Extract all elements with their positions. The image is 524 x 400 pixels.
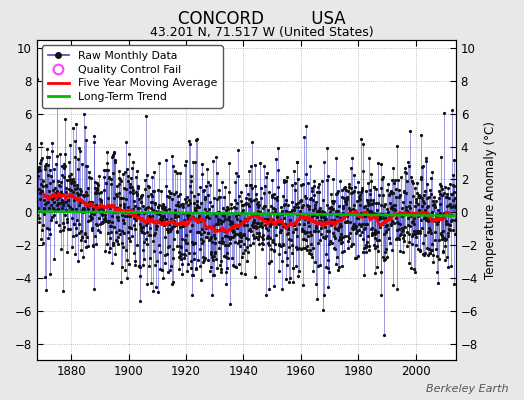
Text: CONCORD         USA: CONCORD USA bbox=[178, 10, 346, 28]
Legend: Raw Monthly Data, Quality Control Fail, Five Year Moving Average, Long-Term Tren: Raw Monthly Data, Quality Control Fail, … bbox=[42, 46, 223, 108]
Text: Berkeley Earth: Berkeley Earth bbox=[426, 384, 508, 394]
Y-axis label: Temperature Anomaly (°C): Temperature Anomaly (°C) bbox=[484, 121, 497, 279]
Text: 43.201 N, 71.517 W (United States): 43.201 N, 71.517 W (United States) bbox=[150, 26, 374, 39]
